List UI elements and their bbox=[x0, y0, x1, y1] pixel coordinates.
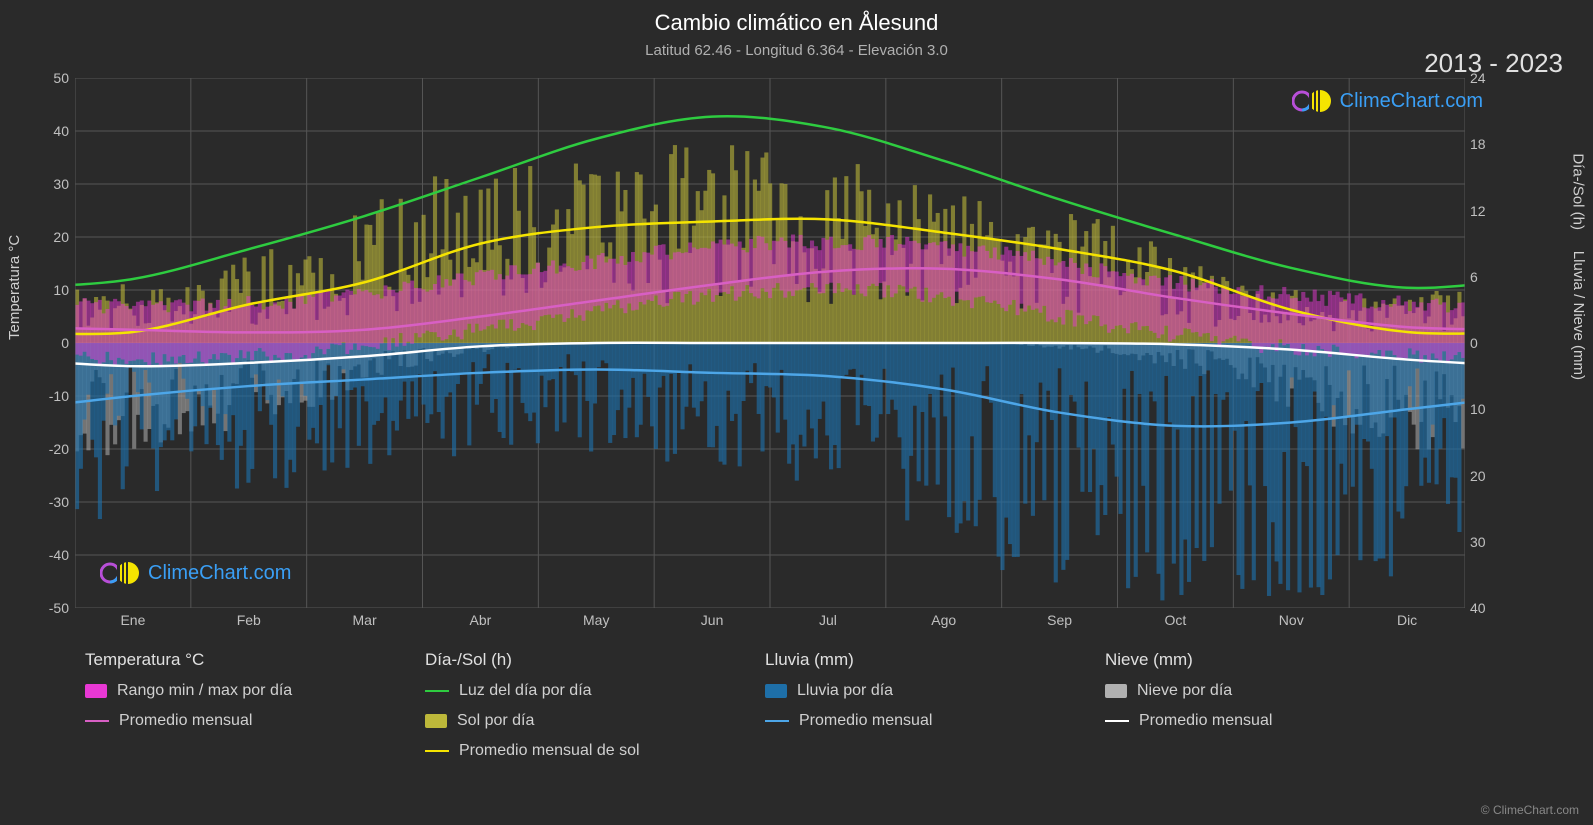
legend-col-temp: Temperatura °C Rango min / max por día Pro… bbox=[85, 650, 365, 760]
legend-swatch bbox=[425, 714, 447, 728]
legend-label: Luz del día por día bbox=[459, 682, 592, 700]
brand-logo-bottom: ClimeChart.com bbox=[100, 560, 291, 586]
legend-swatch bbox=[425, 750, 449, 752]
y-tick-precip: 10 bbox=[1470, 401, 1510, 417]
chart-title: Cambio climático en Ålesund bbox=[0, 0, 1593, 36]
x-tick-month: Dic bbox=[1397, 612, 1417, 628]
x-tick-month: Jul bbox=[819, 612, 837, 628]
y-axis-left-label: Temperatura °C bbox=[6, 235, 23, 340]
legend-header: Día-/Sol (h) bbox=[425, 650, 705, 670]
legend-label: Promedio mensual bbox=[799, 712, 932, 730]
legend-col-rain: Lluvia (mm) Lluvia por día Promedio mensua… bbox=[765, 650, 1045, 760]
legend-item: Luz del día por día bbox=[425, 682, 705, 700]
x-tick-month: May bbox=[583, 612, 609, 628]
y-tick-temp: -20 bbox=[29, 441, 69, 457]
legend-swatch bbox=[85, 720, 109, 722]
legend-swatch bbox=[1105, 720, 1129, 722]
legend-label: Nieve por día bbox=[1137, 682, 1232, 700]
legend-item: Promedio mensual de sol bbox=[425, 742, 705, 760]
legend-col-snow: Nieve (mm) Nieve por día Promedio mensual bbox=[1105, 650, 1385, 760]
legend-label: Promedio mensual bbox=[119, 712, 252, 730]
climechart-icon bbox=[1292, 88, 1334, 114]
y-tick-temp: 20 bbox=[29, 229, 69, 245]
legend-swatch bbox=[1105, 684, 1127, 698]
brand-text-bottom: ClimeChart.com bbox=[148, 562, 291, 585]
legend-swatch bbox=[765, 684, 787, 698]
legend-label: Promedio mensual de sol bbox=[459, 742, 640, 760]
legend-swatch bbox=[85, 684, 107, 698]
x-tick-month: Abr bbox=[470, 612, 492, 628]
y-axis-right-bottom-label: Lluvia / Nieve (mm) bbox=[1570, 251, 1587, 380]
legend-swatch bbox=[765, 720, 789, 722]
y-tick-temp: -50 bbox=[29, 600, 69, 616]
x-tick-month: Sep bbox=[1047, 612, 1072, 628]
legend-item: Rango min / max por día bbox=[85, 682, 365, 700]
x-tick-month: Nov bbox=[1279, 612, 1304, 628]
y-tick-temp: 0 bbox=[29, 335, 69, 351]
legend-item: Promedio mensual bbox=[765, 712, 1045, 730]
legend-label: Promedio mensual bbox=[1139, 712, 1272, 730]
y-tick-hours: 18 bbox=[1470, 136, 1510, 152]
legend-col-day_sun: Día-/Sol (h) Luz del día por día Sol por d… bbox=[425, 650, 705, 760]
plot-area bbox=[75, 78, 1465, 608]
y-tick-precip: 30 bbox=[1470, 534, 1510, 550]
chart-svg bbox=[75, 78, 1465, 608]
legend: Temperatura °C Rango min / max por día Pro… bbox=[85, 650, 1563, 760]
x-tick-month: Oct bbox=[1165, 612, 1187, 628]
y-tick-temp: 50 bbox=[29, 70, 69, 86]
copyright: © ClimeChart.com bbox=[1481, 803, 1579, 817]
y-tick-hours: 24 bbox=[1470, 70, 1510, 86]
y-axis-right-top-label: Día-/Sol (h) bbox=[1570, 153, 1587, 230]
legend-label: Rango min / max por día bbox=[117, 682, 292, 700]
legend-header: Lluvia (mm) bbox=[765, 650, 1045, 670]
x-tick-month: Feb bbox=[237, 612, 261, 628]
x-tick-month: Jun bbox=[701, 612, 724, 628]
brand-logo-top: ClimeChart.com bbox=[1292, 88, 1483, 114]
y-tick-hours: 12 bbox=[1470, 203, 1510, 219]
x-tick-month: Ene bbox=[120, 612, 145, 628]
chart-subtitle: Latitud 62.46 - Longitud 6.364 - Elevaci… bbox=[0, 36, 1593, 59]
legend-label: Lluvia por día bbox=[797, 682, 893, 700]
y-tick-temp: 30 bbox=[29, 176, 69, 192]
legend-label: Sol por día bbox=[457, 712, 534, 730]
y-tick-precip: 40 bbox=[1470, 600, 1510, 616]
legend-swatch bbox=[425, 690, 449, 692]
legend-item: Sol por día bbox=[425, 712, 705, 730]
brand-text-top: ClimeChart.com bbox=[1340, 90, 1483, 113]
legend-item: Lluvia por día bbox=[765, 682, 1045, 700]
y-tick-temp: 40 bbox=[29, 123, 69, 139]
y-tick-hours: 0 bbox=[1470, 335, 1510, 351]
x-tick-month: Ago bbox=[931, 612, 956, 628]
legend-item: Promedio mensual bbox=[85, 712, 365, 730]
legend-item: Promedio mensual bbox=[1105, 712, 1385, 730]
y-tick-temp: -30 bbox=[29, 494, 69, 510]
y-tick-precip: 20 bbox=[1470, 468, 1510, 484]
climechart-icon bbox=[100, 560, 142, 586]
y-tick-hours: 6 bbox=[1470, 269, 1510, 285]
x-tick-month: Mar bbox=[353, 612, 377, 628]
y-tick-temp: -10 bbox=[29, 388, 69, 404]
legend-header: Temperatura °C bbox=[85, 650, 365, 670]
y-tick-temp: -40 bbox=[29, 547, 69, 563]
y-tick-temp: 10 bbox=[29, 282, 69, 298]
legend-item: Nieve por día bbox=[1105, 682, 1385, 700]
climate-chart: Cambio climático en Ålesund Latitud 62.4… bbox=[0, 0, 1593, 825]
legend-header: Nieve (mm) bbox=[1105, 650, 1385, 670]
